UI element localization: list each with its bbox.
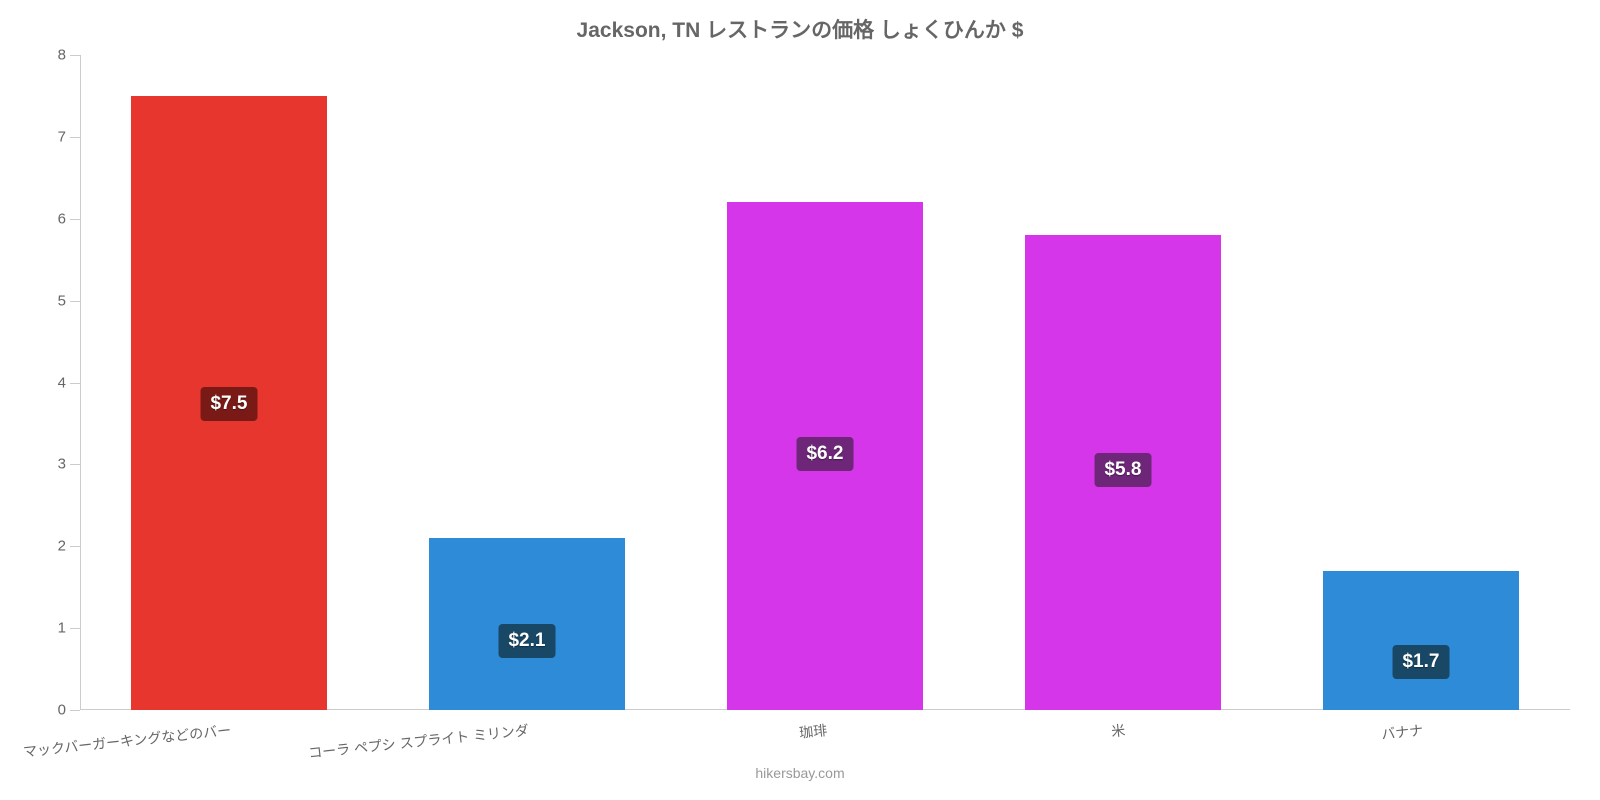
- bar-value-badge: $2.1: [498, 624, 555, 658]
- y-tick-label: 7: [58, 128, 80, 145]
- attribution: hikersbay.com: [0, 765, 1600, 781]
- bar-value-badge: $1.7: [1392, 645, 1449, 679]
- bar-value-badge: $6.2: [796, 437, 853, 471]
- bar: $2.1: [429, 538, 626, 710]
- bar: $7.5: [131, 96, 328, 710]
- y-tick-label: 5: [58, 292, 80, 309]
- price-chart: Jackson, TN レストランの価格 しょくひんか $ $7.5 $2.1 $6…: [0, 0, 1600, 800]
- bar-value-badge: $5.8: [1094, 453, 1151, 487]
- y-tick-label: 6: [58, 210, 80, 227]
- y-tick-label: 0: [58, 702, 80, 719]
- bar: $5.8: [1025, 235, 1222, 710]
- x-tick-label: バナナ: [1379, 710, 1424, 744]
- y-tick-label: 3: [58, 456, 80, 473]
- x-tick-label: 米: [1109, 710, 1126, 741]
- bar-value-badge: $7.5: [200, 387, 257, 421]
- x-tick-label: マックバーガーキングなどのバー: [21, 710, 232, 762]
- plot-area: $7.5$2.1$6.2$5.8$1.7 012345678マックバーガーキング…: [80, 55, 1570, 710]
- x-tick-label: コーラ ペプシ スプライト ミリンダ: [307, 710, 531, 763]
- bar: $6.2: [727, 202, 924, 710]
- y-tick-label: 8: [58, 47, 80, 64]
- y-tick-label: 4: [58, 374, 80, 391]
- x-tick-label: 珈琲: [797, 710, 828, 743]
- bar: $1.7: [1323, 571, 1520, 710]
- chart-title: Jackson, TN レストランの価格 しょくひんか $: [0, 14, 1600, 44]
- y-tick-label: 2: [58, 538, 80, 555]
- bars-group: $7.5 $2.1 $6.2 $5.8 $1.7: [80, 55, 1570, 710]
- y-tick-label: 1: [58, 620, 80, 637]
